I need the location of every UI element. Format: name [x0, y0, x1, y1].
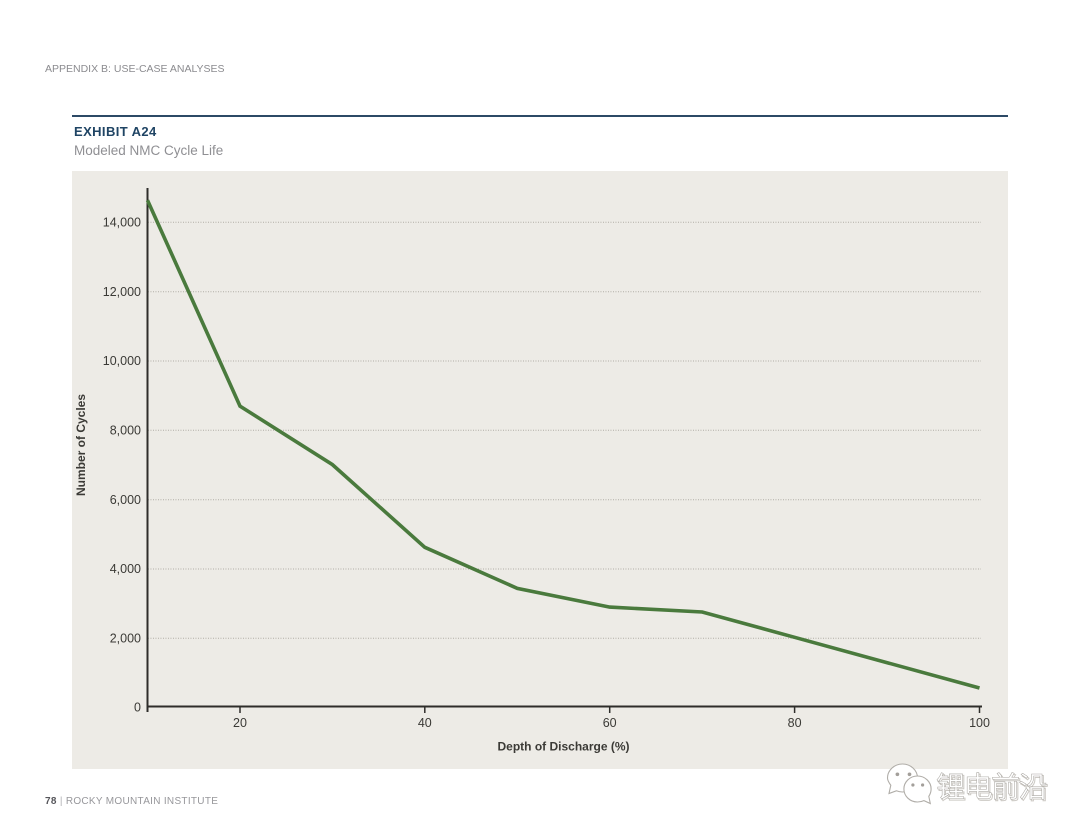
svg-text:6,000: 6,000: [110, 493, 141, 507]
svg-text:Depth of Discharge (%): Depth of Discharge (%): [497, 740, 629, 754]
svg-text:12,000: 12,000: [103, 285, 141, 299]
svg-text:4,000: 4,000: [110, 562, 141, 576]
svg-text:100: 100: [969, 716, 990, 730]
svg-text:80: 80: [788, 716, 802, 730]
svg-text:10,000: 10,000: [103, 354, 141, 368]
svg-text:8,000: 8,000: [110, 424, 141, 438]
svg-text:14,000: 14,000: [103, 216, 141, 230]
svg-text:2,000: 2,000: [110, 632, 141, 646]
svg-text:0: 0: [134, 701, 141, 715]
svg-text:40: 40: [418, 716, 432, 730]
svg-text:60: 60: [603, 716, 617, 730]
svg-text:Number of Cycles: Number of Cycles: [74, 394, 88, 496]
svg-text:20: 20: [233, 716, 247, 730]
